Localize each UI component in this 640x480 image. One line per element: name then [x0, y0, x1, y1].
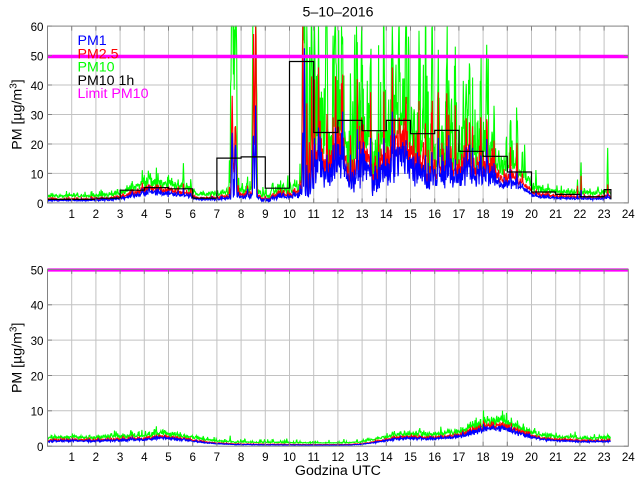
svg-text:6: 6 — [189, 451, 195, 464]
svg-text:15: 15 — [404, 451, 417, 464]
svg-text:PM [µg/m3]: PM [µg/m3] — [9, 79, 26, 150]
svg-text:20: 20 — [31, 139, 44, 152]
svg-text:30: 30 — [31, 335, 44, 348]
svg-text:PM10 1h: PM10 1h — [78, 73, 135, 89]
svg-text:5: 5 — [165, 451, 171, 464]
svg-text:10: 10 — [31, 168, 44, 181]
svg-text:19: 19 — [501, 451, 514, 464]
svg-text:18: 18 — [477, 451, 490, 464]
svg-text:2: 2 — [93, 451, 99, 464]
svg-text:5–10–2016: 5–10–2016 — [302, 4, 373, 20]
svg-text:PM1: PM1 — [78, 33, 107, 49]
svg-text:PM10: PM10 — [78, 60, 115, 76]
svg-text:6: 6 — [189, 208, 195, 221]
svg-text:12: 12 — [331, 451, 344, 464]
svg-text:12: 12 — [331, 208, 344, 221]
svg-text:24: 24 — [622, 208, 635, 221]
svg-text:30: 30 — [31, 109, 44, 122]
svg-text:10: 10 — [283, 451, 296, 464]
svg-text:50: 50 — [31, 264, 44, 277]
svg-text:11: 11 — [308, 208, 320, 221]
svg-text:7: 7 — [214, 451, 220, 464]
svg-text:4: 4 — [141, 208, 148, 221]
svg-text:4: 4 — [141, 451, 148, 464]
svg-text:22: 22 — [573, 208, 586, 221]
svg-text:9: 9 — [262, 451, 268, 464]
svg-text:Limit PM10: Limit PM10 — [78, 86, 149, 102]
svg-text:PM [µg/m3]: PM [µg/m3] — [9, 323, 26, 394]
svg-text:23: 23 — [598, 208, 611, 221]
svg-text:20: 20 — [525, 451, 538, 464]
svg-text:7: 7 — [214, 208, 220, 221]
svg-text:21: 21 — [549, 208, 562, 221]
svg-text:40: 40 — [31, 80, 44, 93]
svg-text:24: 24 — [622, 451, 635, 464]
svg-text:16: 16 — [428, 451, 441, 464]
svg-text:10: 10 — [31, 406, 44, 419]
svg-text:14: 14 — [380, 451, 393, 464]
svg-text:40: 40 — [31, 300, 44, 313]
svg-text:19: 19 — [501, 208, 514, 221]
svg-text:3: 3 — [117, 451, 123, 464]
svg-text:0: 0 — [37, 198, 43, 211]
svg-text:15: 15 — [404, 208, 417, 221]
svg-text:18: 18 — [477, 208, 490, 221]
svg-text:20: 20 — [31, 370, 44, 383]
svg-text:10: 10 — [283, 208, 296, 221]
svg-text:11: 11 — [308, 451, 320, 464]
svg-text:16: 16 — [428, 208, 441, 221]
svg-text:17: 17 — [452, 208, 465, 221]
svg-text:PM2.5: PM2.5 — [78, 46, 119, 62]
svg-text:3: 3 — [117, 208, 123, 221]
svg-text:60: 60 — [31, 21, 44, 34]
svg-text:50: 50 — [31, 51, 44, 64]
svg-text:8: 8 — [238, 208, 244, 221]
svg-text:9: 9 — [262, 208, 268, 221]
svg-text:Godzina UTC: Godzina UTC — [295, 463, 381, 479]
svg-text:0: 0 — [37, 441, 43, 454]
svg-text:1: 1 — [68, 451, 74, 464]
svg-text:22: 22 — [573, 451, 586, 464]
svg-text:8: 8 — [238, 451, 244, 464]
svg-text:1: 1 — [68, 208, 74, 221]
svg-text:5: 5 — [165, 208, 171, 221]
svg-text:13: 13 — [356, 451, 369, 464]
svg-text:17: 17 — [452, 451, 465, 464]
svg-text:13: 13 — [356, 208, 369, 221]
svg-text:21: 21 — [549, 451, 562, 464]
svg-text:2: 2 — [93, 208, 99, 221]
svg-text:20: 20 — [525, 208, 538, 221]
svg-text:14: 14 — [380, 208, 393, 221]
svg-text:23: 23 — [598, 451, 611, 464]
